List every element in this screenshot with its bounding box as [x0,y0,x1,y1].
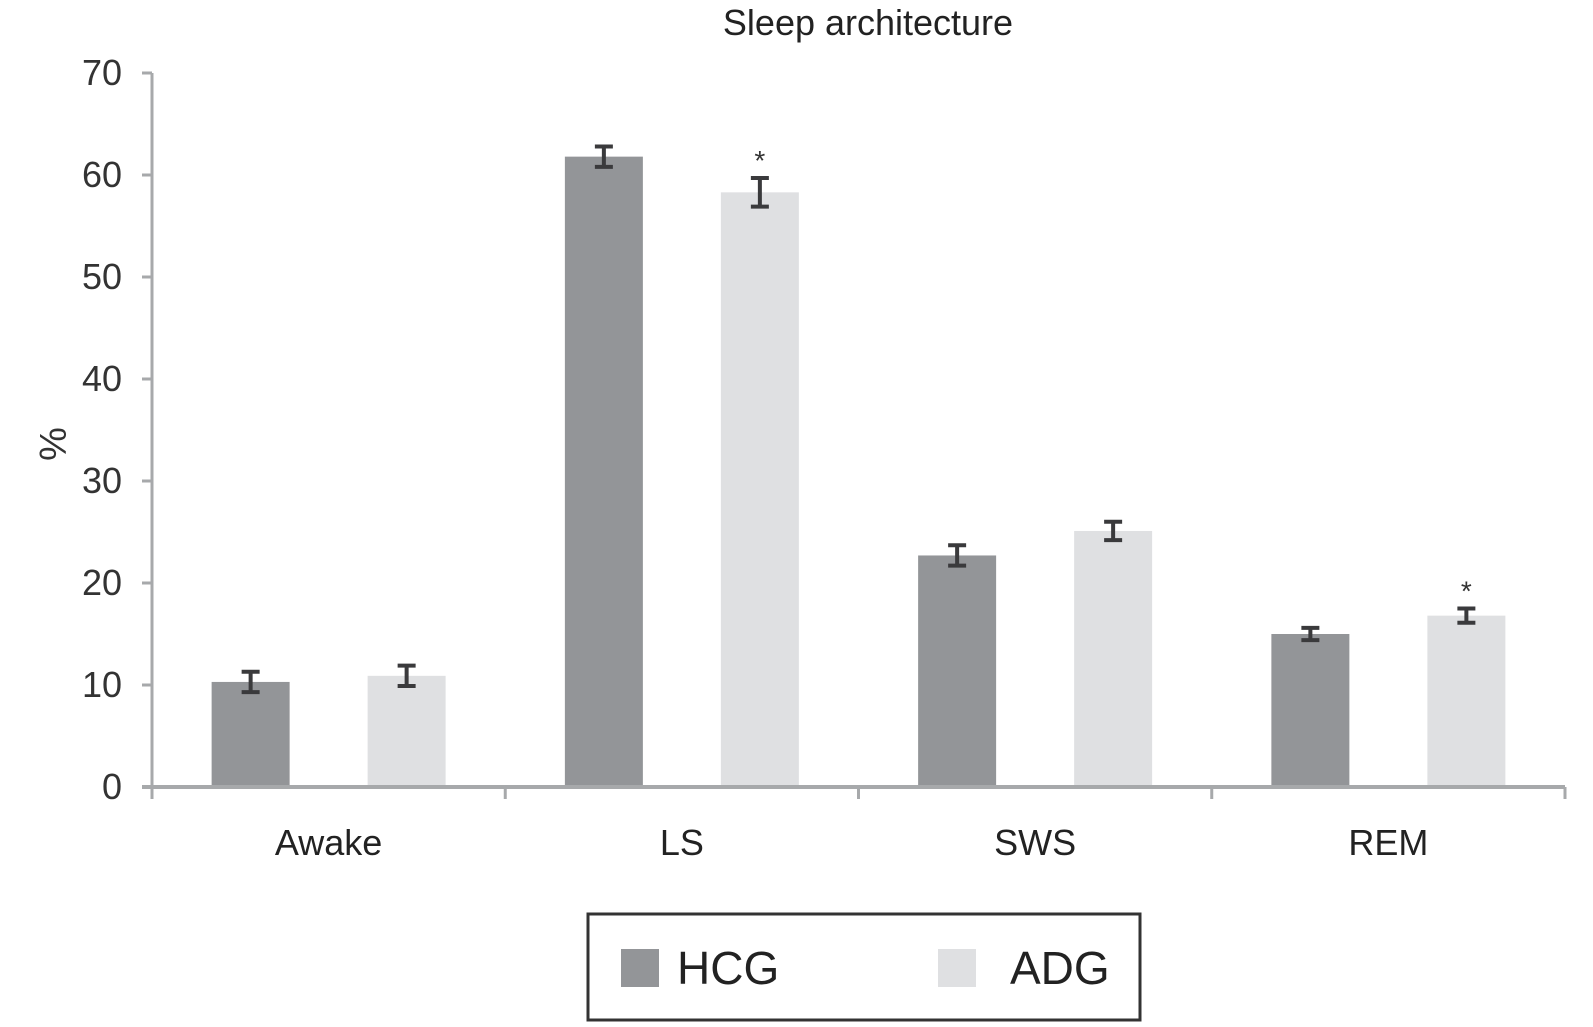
legend-swatch-hcg [621,949,659,987]
x-category-label: REM [1348,822,1428,863]
y-tick-label: 20 [82,562,122,603]
x-category-label: SWS [994,822,1076,863]
axes [142,73,1567,799]
y-tick-label: 70 [82,52,122,93]
x-axis-labels: Awake LS SWS REM [275,822,1428,863]
legend-label-adg: ADG [1010,942,1110,994]
bar-adg-sws [1074,530,1153,787]
significance-marker: * [754,145,765,176]
bar-adg-rem [1427,615,1506,787]
y-tick-label: 30 [82,460,122,501]
y-tick-label: 0 [102,766,122,807]
legend-label-hcg: HCG [677,942,779,994]
error-bars: ** [241,144,1476,695]
legend: HCG ADG [586,912,1142,1022]
y-tick-label: 40 [82,358,122,399]
bar-hcg-sws [918,555,997,787]
y-tick-label: 10 [82,664,122,705]
bar-hcg-rem [1271,634,1350,787]
bar-hcg-awake [211,681,290,787]
chart-title: Sleep architecture [723,2,1013,43]
y-tick-label: 60 [82,154,122,195]
x-category-label: LS [660,822,704,863]
bar-hcg-ls [564,156,643,787]
bars [211,156,1506,788]
y-axis: 0 10 20 30 40 50 60 70 [82,52,152,807]
x-category-label: Awake [275,822,382,863]
bar-adg-awake [367,675,446,787]
legend-swatch-adg [938,949,976,987]
y-tick-label: 50 [82,256,122,297]
y-axis-title: % [31,427,73,461]
legend-box [586,912,1142,1022]
significance-marker: * [1461,576,1472,607]
bar-adg-ls [720,192,799,788]
